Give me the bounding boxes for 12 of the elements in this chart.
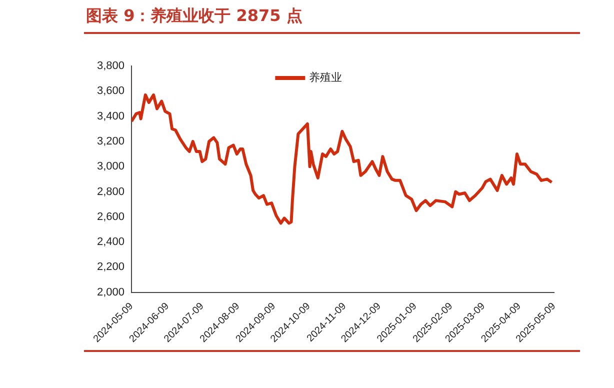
- y-tick-label: 3,800: [96, 60, 125, 72]
- y-tick-label: 2,000: [96, 286, 125, 298]
- y-tick-label: 3,600: [96, 85, 125, 98]
- y-tick-label: 3,200: [96, 135, 125, 148]
- y-tick-label: 2,600: [96, 210, 125, 223]
- y-tick-label: 2,400: [96, 236, 125, 248]
- y-tick-label: 3,000: [96, 160, 125, 173]
- chart-title: 图表 9：养殖业收于 2875 点: [86, 6, 302, 27]
- y-tick-label: 3,400: [96, 110, 125, 122]
- y-tick-label: 2,200: [96, 261, 125, 274]
- legend-label: 养殖业: [309, 70, 342, 84]
- y-tick-label: 2,800: [96, 186, 125, 198]
